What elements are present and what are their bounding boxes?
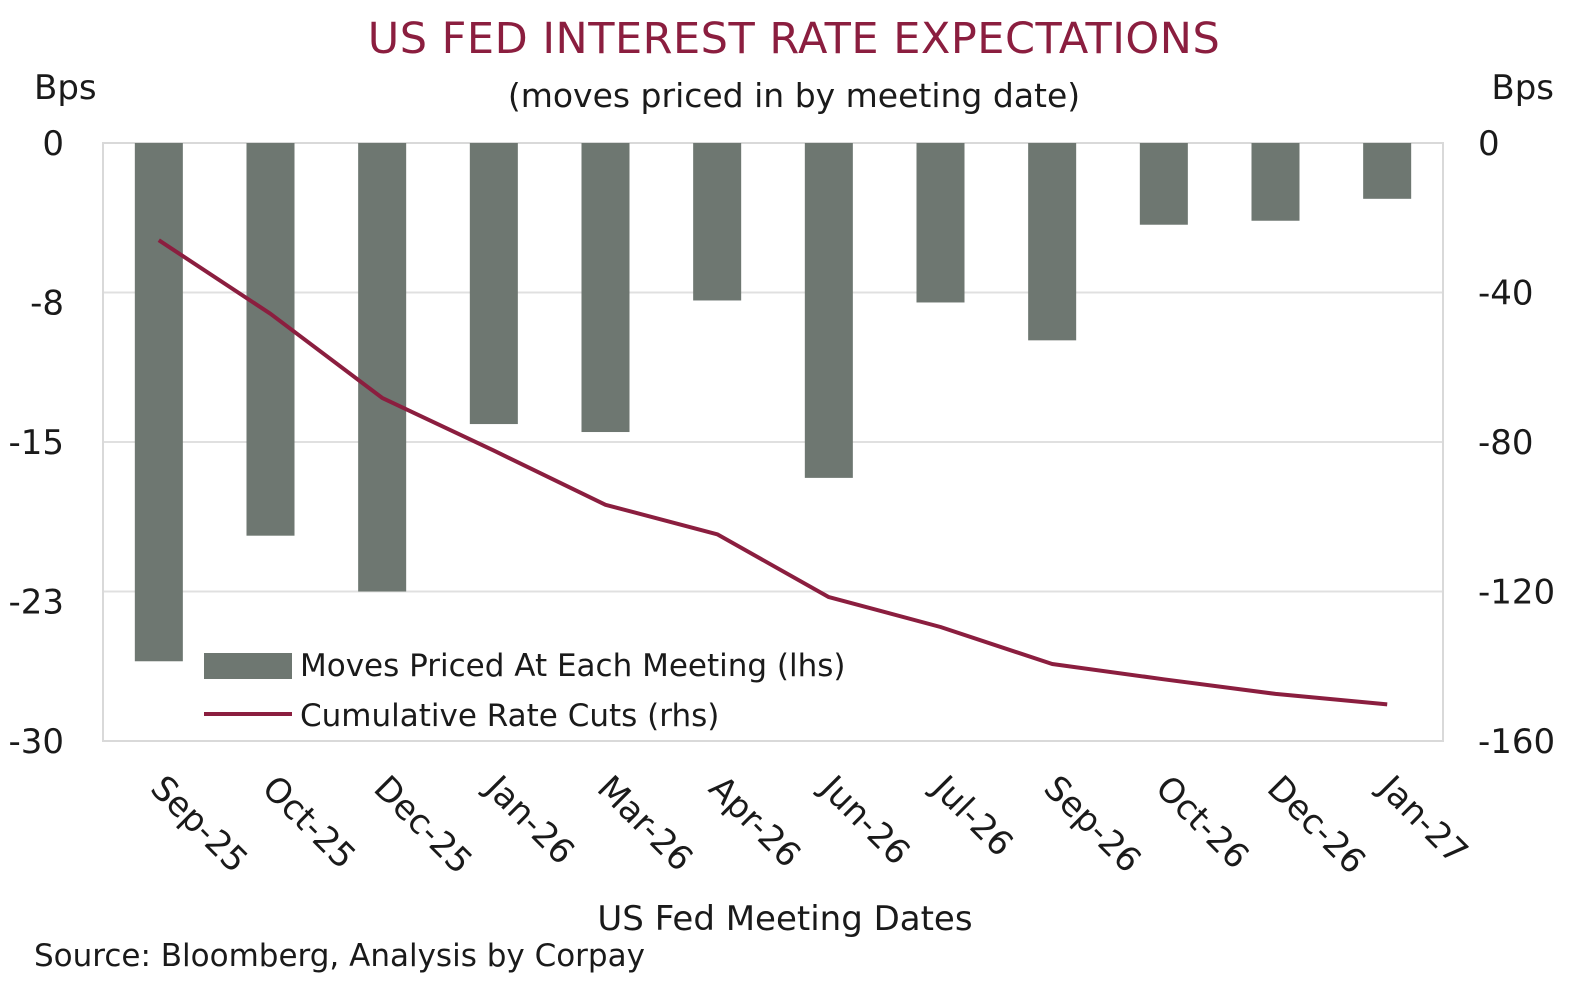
left-tick-label: -23 (8, 582, 64, 622)
right-tick-label: -120 (1478, 573, 1555, 613)
source-note: Source: Bloomberg, Analysis by Corpay (34, 938, 645, 974)
legend-line-label: Cumulative Rate Cuts (rhs) (300, 698, 719, 734)
bar-Apr-26 (693, 143, 742, 301)
bar-Sep-26 (1028, 143, 1077, 341)
x-tick-label: Mar-26 (589, 768, 700, 879)
left-tick-label: -8 (30, 283, 64, 323)
right-axis-unit: Bps (1491, 68, 1554, 108)
x-tick-label: Apr-26 (701, 768, 809, 876)
right-tick-label: -80 (1478, 423, 1534, 463)
line-series (157, 238, 1388, 707)
bar-Jul-26 (916, 143, 965, 303)
chart-subtitle: (moves priced in by meeting date) (507, 76, 1081, 115)
x-tick-label: Jan-26 (476, 767, 582, 873)
x-tick-label: Jan-27 (1369, 767, 1475, 873)
right-tick-label: -40 (1478, 274, 1534, 314)
chart-title: US FED INTEREST RATE EXPECTATIONS (367, 14, 1221, 64)
x-tick-label: Sep-25 (142, 768, 255, 881)
legend-bar-swatch (204, 653, 292, 679)
x-tick-label: Oct-25 (254, 768, 363, 877)
x-tick-label: Oct-26 (1147, 768, 1256, 877)
left-tick-label: 0 (42, 124, 64, 164)
bar-Dec-25 (358, 143, 407, 592)
left-axis-ticks: 0 -8 -15 -23 -30 (8, 124, 64, 762)
bar-Mar-26 (581, 143, 630, 433)
x-tick-label: Jul-26 (923, 767, 1021, 865)
bar-Jun-26 (804, 143, 853, 478)
legend: Moves Priced At Each Meeting (lhs) Cumul… (204, 648, 846, 734)
bar-Jan-27 (1363, 143, 1412, 199)
x-axis-label: US Fed Meeting Dates (597, 899, 972, 939)
legend-bar-label: Moves Priced At Each Meeting (lhs) (300, 648, 846, 684)
x-tick-label: Sep-26 (1036, 768, 1149, 881)
bar-Sep-25 (134, 143, 183, 662)
right-tick-label: -160 (1478, 722, 1555, 762)
bar-Jan-26 (469, 143, 518, 425)
x-tick-label: Dec-26 (1259, 768, 1373, 882)
bar-Dec-26 (1251, 143, 1300, 221)
cumulative-line (157, 238, 1388, 707)
left-axis-unit: Bps (34, 68, 97, 108)
x-tick-label: Jun-26 (811, 767, 918, 874)
right-axis-ticks: 0 -40 -80 -120 -160 (1478, 124, 1555, 762)
plot-frame (102, 142, 1444, 742)
right-tick-label: 0 (1478, 124, 1500, 164)
x-tick-label: Dec-25 (366, 768, 480, 882)
left-tick-label: -30 (8, 722, 64, 762)
left-tick-label: -15 (8, 423, 64, 463)
bar-Oct-26 (1139, 143, 1188, 225)
bar-Oct-25 (246, 143, 295, 536)
bar-series (134, 143, 1412, 662)
